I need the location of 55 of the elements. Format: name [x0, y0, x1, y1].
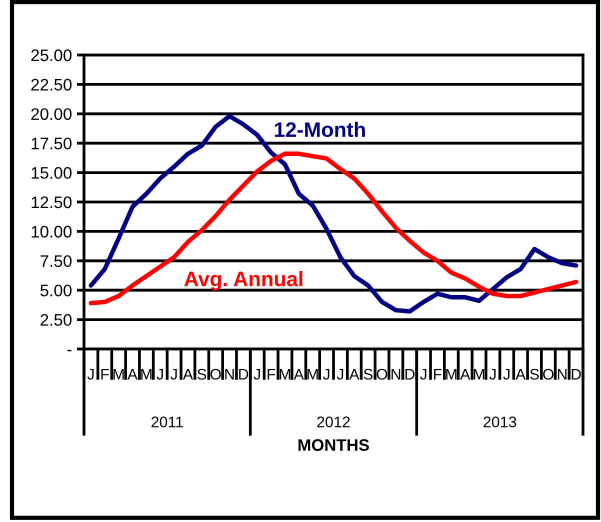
y-tick-label: 17.50 — [32, 138, 72, 150]
x-tick-label: D — [239, 369, 248, 380]
y-tick-label: 15.00 — [32, 167, 72, 179]
x-tick-label: M — [446, 369, 456, 380]
x-tick-label: S — [197, 368, 206, 380]
x-tick-label: D — [405, 369, 415, 380]
x-tick-label: A — [516, 369, 526, 380]
x-tick-label: S — [364, 368, 373, 380]
x-tick-label: J — [336, 369, 344, 380]
x-tick-label: M — [280, 369, 290, 380]
text: 2011 — [152, 416, 183, 428]
x-tick-label: J — [87, 369, 94, 380]
x-tick-label: J — [322, 369, 330, 380]
x-tick-label: J — [420, 369, 426, 380]
x-tick-label: J — [503, 369, 510, 380]
x-tick-label: M — [308, 369, 318, 380]
y-tick-label: 12.50 — [32, 196, 72, 208]
x-axis-title: MONTHS — [298, 439, 369, 451]
text: 2013 — [484, 416, 516, 428]
x-tick-label: O — [210, 368, 221, 380]
x-tick-label: O — [376, 368, 388, 380]
x-tick-label: F — [268, 369, 276, 380]
x-tick-label: N — [225, 369, 234, 380]
x-tick-label: J — [170, 369, 177, 380]
y-tick-label: 20.00 — [31, 108, 72, 120]
y-tick-label: 2.50 — [40, 314, 72, 326]
x-tick-label: A — [182, 369, 194, 380]
x-tick-label: N — [392, 369, 400, 380]
x-tick-label: F — [434, 369, 442, 380]
x-tick-label: D — [572, 369, 581, 380]
x-tick-label: J — [254, 369, 260, 380]
y-tick-label: - — [67, 350, 72, 352]
x-tick-label: J — [156, 369, 163, 380]
text: 2012 — [317, 416, 350, 428]
x-tick-label: A — [349, 369, 360, 380]
x-tick-label: M — [141, 369, 152, 380]
series-label: Avg. Annual — [184, 271, 302, 291]
x-tick-label: O — [543, 368, 554, 380]
x-tick-label: S — [530, 368, 539, 380]
y-tick-label: 25.00 — [31, 49, 72, 62]
x-tick-label: M — [474, 369, 484, 380]
x-tick-label: A — [460, 369, 470, 380]
line-series — [88, 114, 578, 314]
y-tick-label: 7.50 — [40, 255, 72, 268]
x-tick-label: F — [101, 369, 109, 380]
line-series — [88, 152, 578, 306]
y-tick-label: 22.50 — [31, 78, 72, 91]
x-tick-label: M — [114, 369, 124, 380]
x-tick-label: A — [294, 369, 304, 380]
y-tick-label: 5.00 — [40, 284, 72, 296]
y-tick-label: 10.00 — [32, 226, 72, 238]
series-label: 12-Month — [274, 122, 365, 138]
x-tick-label: J — [489, 369, 496, 380]
x-tick-label: A — [127, 369, 138, 380]
x-tick-label: N — [558, 369, 566, 380]
